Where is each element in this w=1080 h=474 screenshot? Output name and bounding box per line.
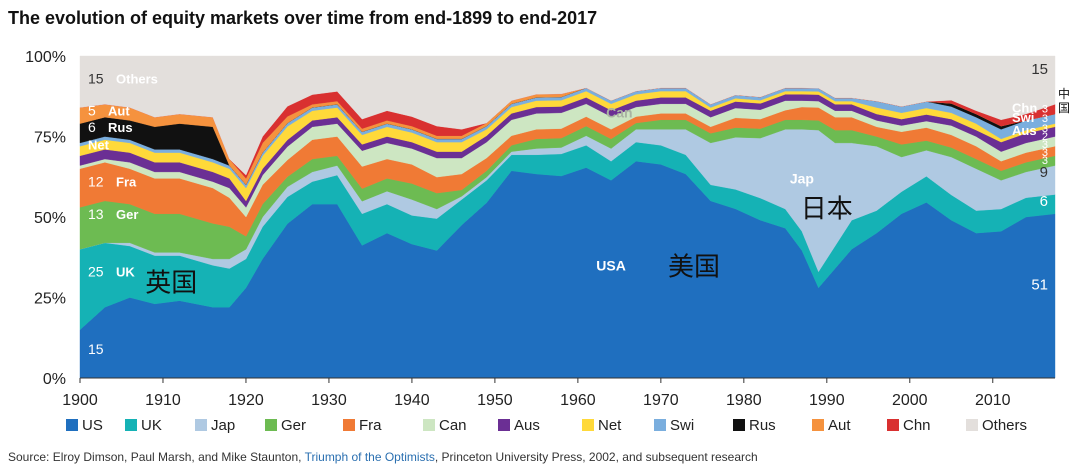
series-start-label: Fra	[116, 175, 137, 190]
series-inline-label: Jap	[790, 170, 814, 186]
chinese-annotation: 美国	[668, 252, 720, 282]
x-tick-label: 1900	[62, 392, 98, 409]
x-tick-label: 2010	[975, 392, 1011, 409]
source-text-after: , Princeton University Press, 2002, and …	[434, 450, 758, 464]
legend-label-aus: Aus	[514, 417, 540, 434]
series-end-value: 3	[1042, 123, 1048, 135]
legend-label-swi: Swi	[670, 417, 694, 434]
legend-label-fra: Fra	[359, 417, 382, 434]
legend-swatch-ger	[265, 419, 277, 431]
legend-swatch-jap	[195, 419, 207, 431]
series-start-label: UK	[116, 265, 135, 280]
series-inline-label: Can	[606, 104, 632, 120]
legend-label-net: Net	[598, 417, 622, 434]
series-end-label: Aus	[1012, 123, 1037, 138]
series-start-label: Aut	[108, 104, 130, 119]
legend-label-others: Others	[982, 417, 1027, 434]
series-start-value: 12	[88, 174, 104, 190]
legend-swatch-us	[66, 419, 78, 431]
series-start-value: 15	[88, 71, 104, 87]
chinese-side-label: 中	[1058, 86, 1070, 101]
legend-swatch-rus	[733, 419, 745, 431]
x-tick-label: 1970	[643, 392, 679, 409]
source-text-before: Source: Elroy Dimson, Paul Marsh, and Mi…	[8, 450, 305, 464]
legend-label-aut: Aut	[828, 417, 851, 434]
y-tick-label: 100%	[25, 49, 66, 66]
series-end-value: 9	[1040, 164, 1048, 181]
legend-label-chn: Chn	[903, 417, 931, 434]
series-start-value: 13	[88, 206, 104, 222]
source-note: Source: Elroy Dimson, Paul Marsh, and Mi…	[8, 450, 758, 464]
series-end-label: Chn	[1012, 101, 1037, 116]
series-end-value: 3	[1042, 139, 1048, 151]
x-tick-label: 1990	[809, 392, 845, 409]
series-start-value: 6	[88, 119, 96, 135]
legend-label-uk: UK	[141, 417, 162, 434]
chinese-annotation: 英国	[145, 268, 197, 298]
y-tick-label: 75%	[34, 130, 66, 147]
y-tick-label: 25%	[34, 291, 66, 308]
series-end-value: 3	[1042, 113, 1048, 125]
series-start-value: 25	[88, 264, 104, 280]
legend-swatch-chn	[887, 419, 899, 431]
source-link[interactable]: Triumph of the Optimists	[304, 450, 435, 464]
legend-swatch-aus	[498, 419, 510, 431]
series-end-value: 3	[1042, 104, 1048, 116]
series-start-label: Rus	[108, 120, 133, 135]
series-end-label: Swi	[1012, 110, 1034, 125]
legend-swatch-can	[423, 419, 435, 431]
series-start-value: 5	[88, 103, 96, 119]
series-end-value: 51	[1031, 277, 1048, 294]
legend-swatch-swi	[654, 419, 666, 431]
series-end-value: 2	[1042, 131, 1048, 143]
legend-swatch-aut	[812, 419, 824, 431]
series-end-value: 3	[1042, 147, 1048, 159]
chinese-annotation: 日本	[801, 194, 853, 224]
series-inline-label: USA	[596, 257, 626, 273]
x-tick-label: 1920	[228, 392, 264, 409]
x-tick-label: 2000	[892, 392, 928, 409]
series-end-value: 3	[1042, 155, 1048, 167]
y-tick-label: 0%	[43, 371, 66, 388]
x-tick-label: 1910	[145, 392, 181, 409]
legend-label-us: US	[82, 417, 103, 434]
series-end-value: 15	[1031, 61, 1048, 78]
x-tick-label: 1930	[311, 392, 347, 409]
y-tick-label: 50%	[34, 210, 66, 227]
legend-label-rus: Rus	[749, 417, 776, 434]
legend-label-ger: Ger	[281, 417, 306, 434]
legend-swatch-uk	[125, 419, 137, 431]
chinese-side-label: 国	[1058, 101, 1070, 115]
x-tick-label: 1950	[477, 392, 513, 409]
x-tick-label: 1940	[394, 392, 430, 409]
legend-label-can: Can	[439, 417, 467, 434]
legend-label-jap: Jap	[211, 417, 235, 434]
chart-title: The evolution of equity markets over tim…	[8, 8, 598, 28]
area-others	[79, 55, 1056, 176]
legend-swatch-fra	[343, 419, 355, 431]
legend-swatch-others	[966, 419, 978, 431]
legend-swatch-net	[582, 419, 594, 431]
series-start-value: 15	[88, 341, 104, 357]
series-end-value: 6	[1040, 193, 1048, 210]
x-tick-label: 1980	[726, 392, 762, 409]
series-start-label: Net	[88, 138, 110, 153]
x-tick-label: 1960	[560, 392, 596, 409]
series-start-label: Others	[116, 72, 158, 87]
series-start-label: Ger	[116, 207, 138, 222]
